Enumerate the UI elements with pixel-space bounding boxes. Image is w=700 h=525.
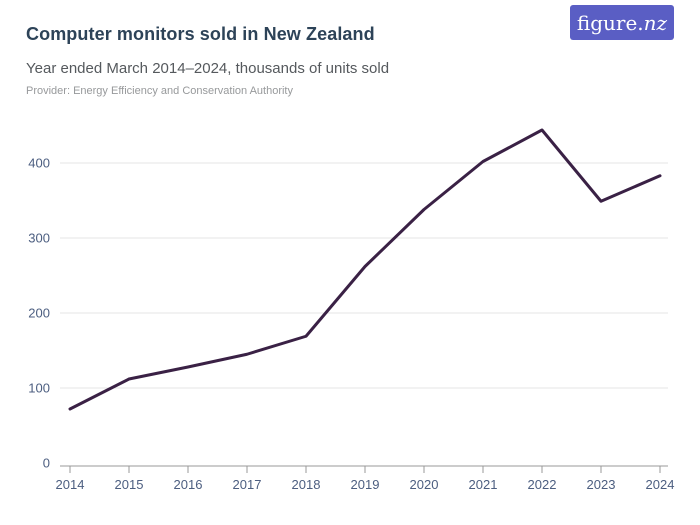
x-tick-label: 2022 xyxy=(528,477,557,492)
figure-nz-logo[interactable]: figure.nz xyxy=(570,5,674,40)
chart-subtitle: Year ended March 2014–2024, thousands of… xyxy=(26,60,390,77)
chart-provider: Provider: Energy Efficiency and Conserva… xyxy=(26,85,293,97)
x-tick-label: 2016 xyxy=(174,477,203,492)
y-tick-label: 300 xyxy=(28,231,50,246)
y-tick-label: 100 xyxy=(28,381,50,396)
x-tick-label: 2020 xyxy=(410,477,439,492)
x-tick-label: 2017 xyxy=(233,477,262,492)
y-tick-label: 0 xyxy=(43,456,50,471)
x-tick-label: 2018 xyxy=(292,477,321,492)
data-series-line xyxy=(68,128,662,411)
y-tick-label: 400 xyxy=(28,156,50,171)
y-tick-label: 200 xyxy=(28,306,50,321)
figure-nz-logo-text: figure.nz xyxy=(576,10,668,35)
x-tick-label: 2021 xyxy=(469,477,498,492)
x-tick-label: 2023 xyxy=(587,477,616,492)
x-tick-label: 2024 xyxy=(646,477,675,492)
x-tick-label: 2014 xyxy=(56,477,85,492)
x-tick-label: 2015 xyxy=(115,477,144,492)
x-tick-label: 2019 xyxy=(351,477,380,492)
page-title: Computer monitors sold in New Zealand xyxy=(26,24,375,44)
